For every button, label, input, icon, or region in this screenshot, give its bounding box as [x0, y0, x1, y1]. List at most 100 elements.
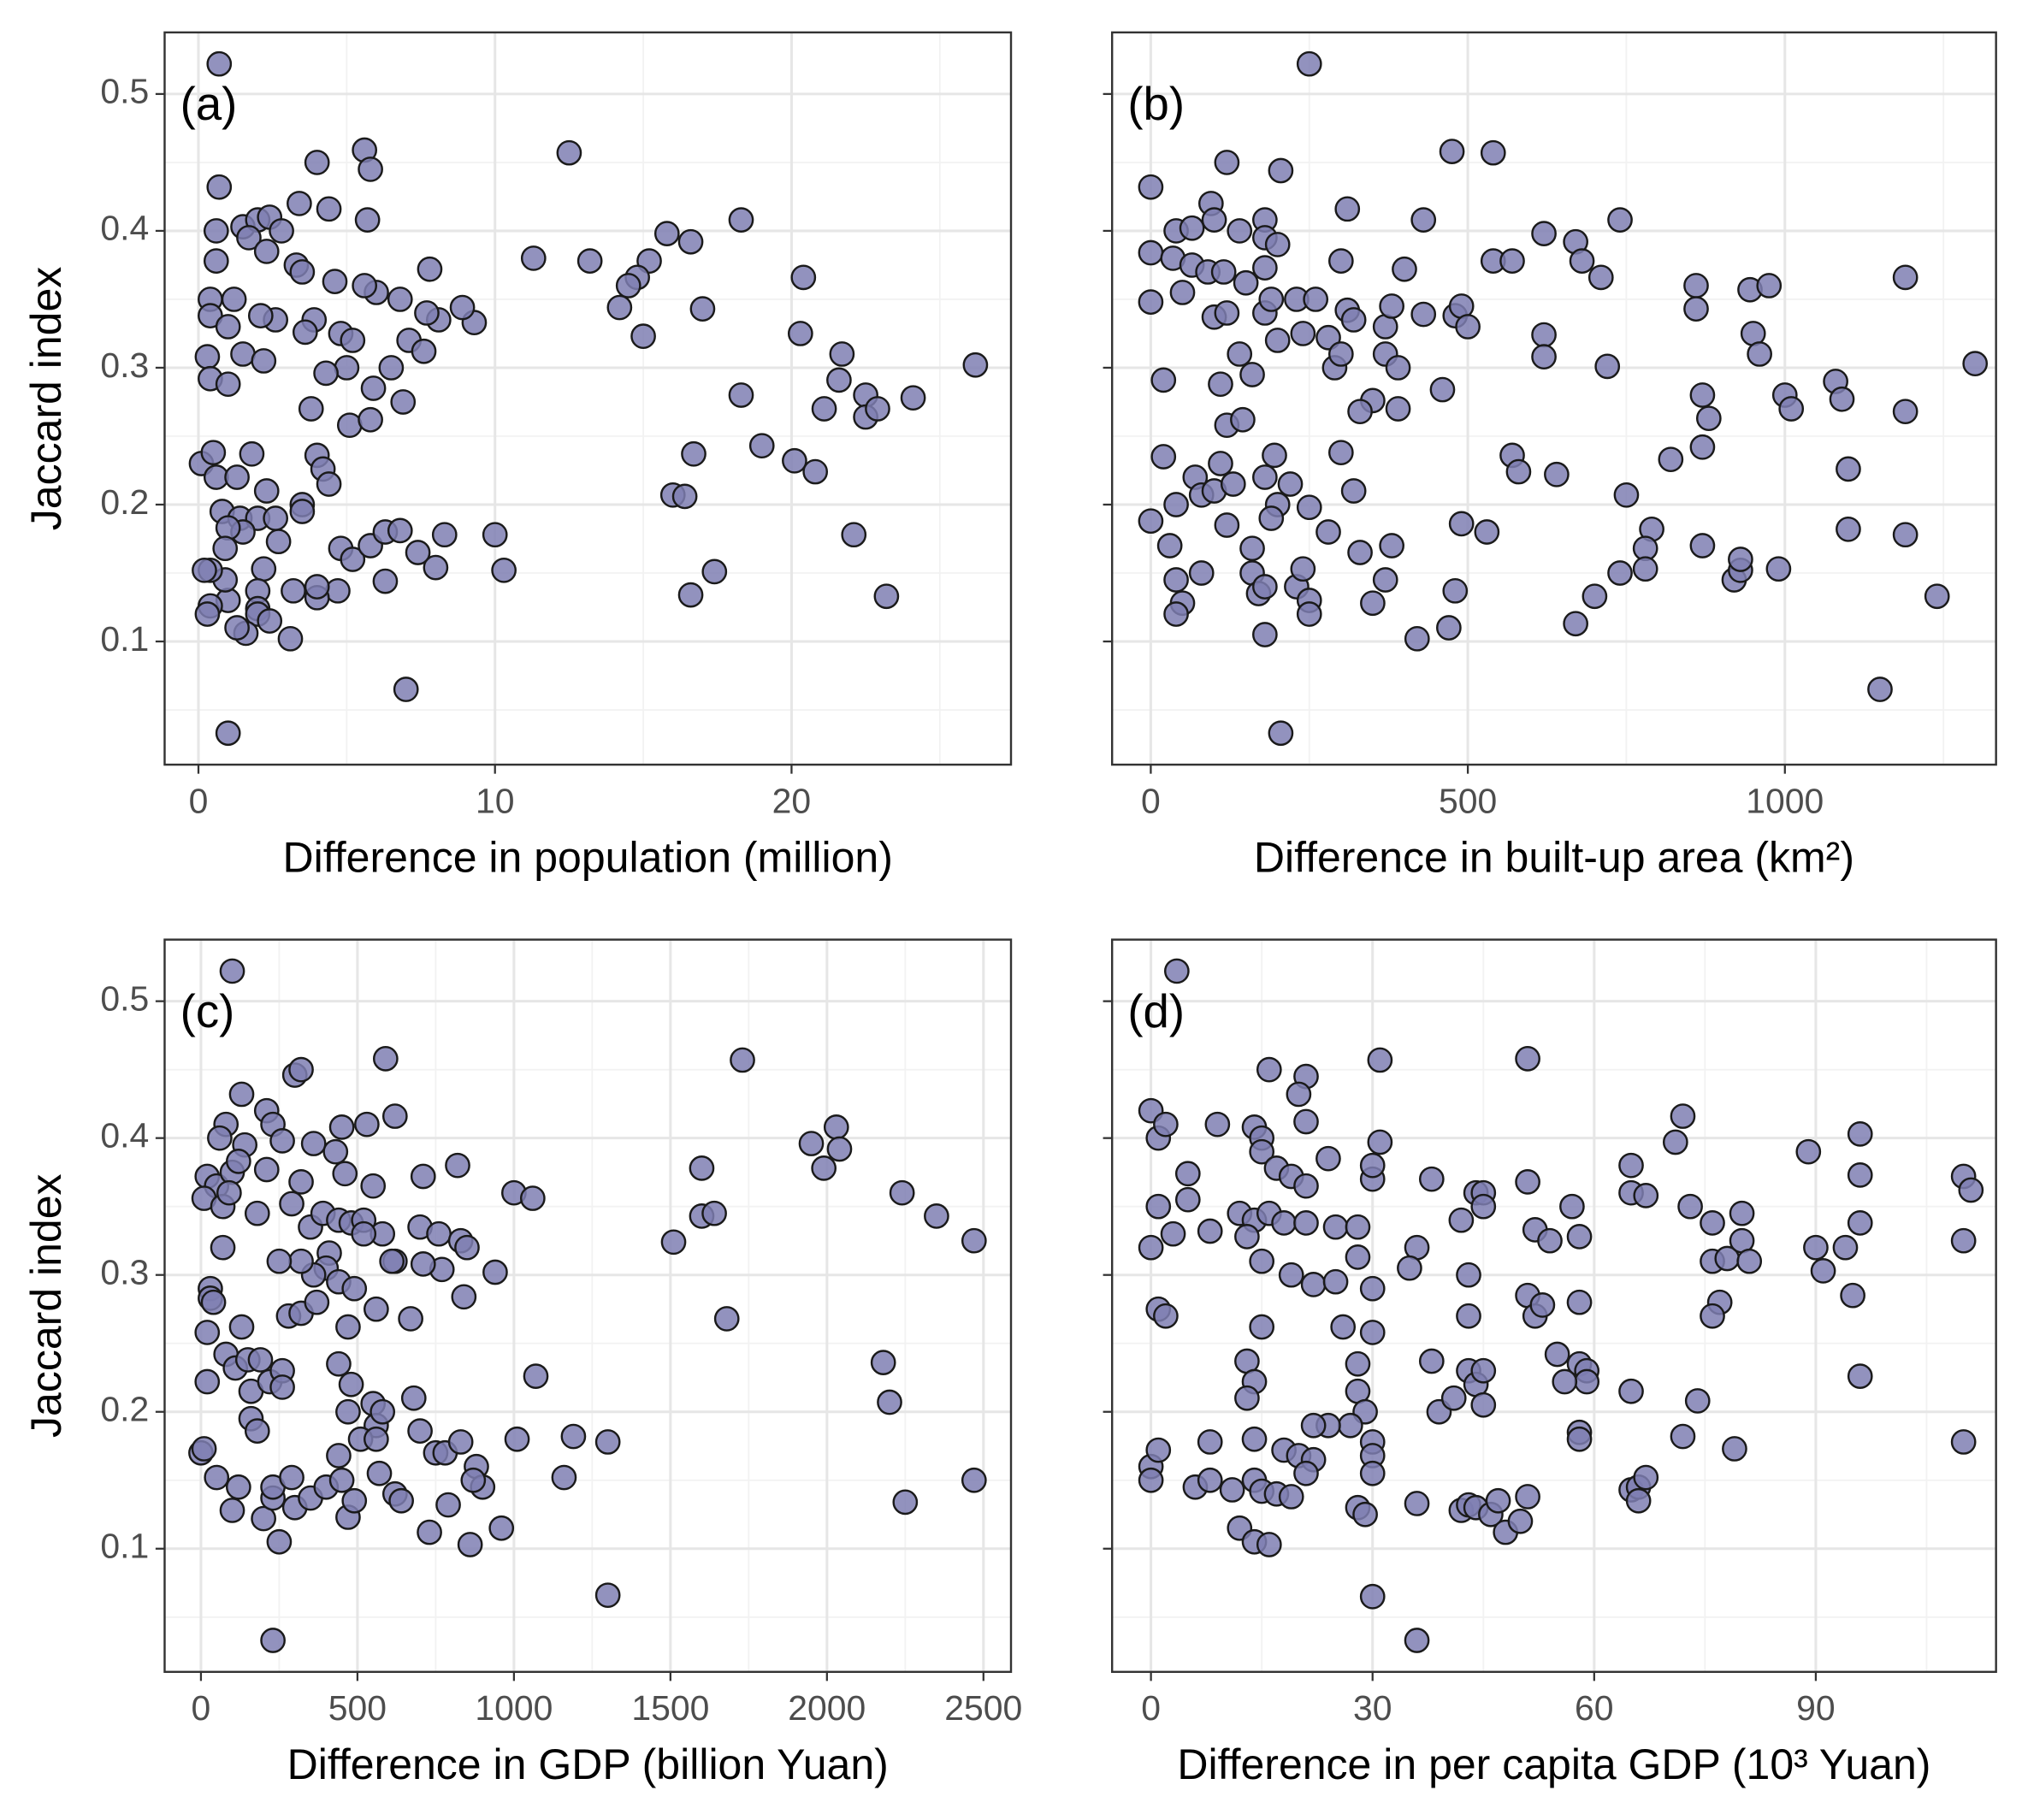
plot-frame	[1110, 31, 1997, 766]
point	[841, 522, 867, 548]
point	[288, 1169, 314, 1195]
point	[251, 1505, 276, 1532]
point	[1197, 1218, 1223, 1244]
point	[364, 1426, 389, 1452]
point	[560, 1423, 587, 1450]
point	[811, 396, 837, 422]
y-tick-label: 0.2	[100, 1390, 149, 1429]
point	[556, 139, 582, 166]
point	[387, 287, 413, 312]
point	[407, 1418, 433, 1444]
y-tick-label: 0.3	[100, 346, 149, 385]
point	[1531, 221, 1557, 246]
point	[482, 1259, 508, 1285]
point	[1847, 1210, 1873, 1236]
point	[360, 1173, 387, 1199]
point	[460, 1467, 487, 1493]
point	[191, 1436, 217, 1462]
point	[1345, 1214, 1371, 1240]
point	[1345, 1350, 1371, 1377]
y-tick-label: 0.3	[100, 1253, 149, 1292]
point	[1455, 314, 1481, 340]
point	[239, 440, 265, 467]
point	[1290, 556, 1316, 582]
point	[206, 174, 233, 200]
point	[1359, 1583, 1386, 1610]
point	[730, 1047, 755, 1073]
x-tick-label: 1500	[631, 1688, 709, 1728]
point	[341, 1487, 368, 1514]
point	[335, 1314, 361, 1340]
point	[594, 1582, 621, 1609]
point	[279, 1464, 304, 1491]
x-tick-label: 2500	[944, 1688, 1022, 1728]
point	[215, 720, 241, 747]
point	[1392, 256, 1417, 282]
point	[266, 1528, 293, 1555]
point	[1689, 533, 1716, 558]
point	[1867, 677, 1893, 702]
point	[1367, 1129, 1393, 1155]
point	[1747, 341, 1772, 367]
point	[378, 355, 405, 381]
point	[1470, 1357, 1497, 1384]
point	[1153, 1111, 1179, 1138]
point	[251, 556, 277, 582]
point	[519, 1185, 546, 1211]
point	[1258, 505, 1285, 531]
point	[266, 1248, 293, 1274]
point	[1531, 322, 1557, 348]
point	[1303, 287, 1329, 312]
point	[372, 1046, 399, 1072]
point	[1290, 321, 1316, 346]
point	[1439, 139, 1465, 164]
point	[1239, 535, 1265, 562]
point	[1340, 478, 1367, 504]
point	[328, 1114, 355, 1140]
point	[370, 1398, 396, 1425]
point	[1300, 1272, 1327, 1297]
point	[1197, 1429, 1223, 1455]
point	[1836, 456, 1861, 482]
point	[1840, 1282, 1865, 1309]
point	[332, 1161, 358, 1187]
point	[689, 1155, 715, 1181]
point	[1234, 1385, 1260, 1411]
plot-background	[1112, 32, 1996, 765]
point	[1340, 307, 1367, 333]
point	[1670, 1103, 1696, 1129]
point	[215, 515, 241, 541]
point	[1829, 386, 1855, 412]
point	[244, 1418, 270, 1444]
point	[1359, 1275, 1386, 1302]
point	[924, 1203, 949, 1229]
point	[215, 371, 241, 398]
point	[269, 218, 294, 244]
point	[1507, 1508, 1534, 1534]
point	[681, 440, 707, 467]
point	[1227, 218, 1253, 244]
point	[787, 321, 813, 346]
point	[287, 191, 312, 216]
point	[393, 677, 419, 702]
point	[1214, 300, 1240, 326]
point	[1174, 1186, 1201, 1213]
point	[1613, 482, 1640, 508]
point	[1264, 232, 1291, 257]
x-tick-label: 30	[1353, 1688, 1392, 1728]
point	[300, 1131, 327, 1156]
point	[1924, 583, 1950, 610]
point	[400, 1385, 427, 1411]
point	[1293, 1210, 1319, 1236]
x-tick-label: 0	[1141, 781, 1161, 820]
point	[1958, 1177, 1984, 1203]
point	[1810, 1258, 1836, 1284]
point	[1271, 1210, 1297, 1236]
point	[224, 615, 250, 641]
point	[1150, 444, 1177, 470]
point	[247, 303, 274, 328]
point	[1729, 1200, 1755, 1226]
point	[660, 1229, 687, 1256]
point	[1327, 440, 1354, 466]
